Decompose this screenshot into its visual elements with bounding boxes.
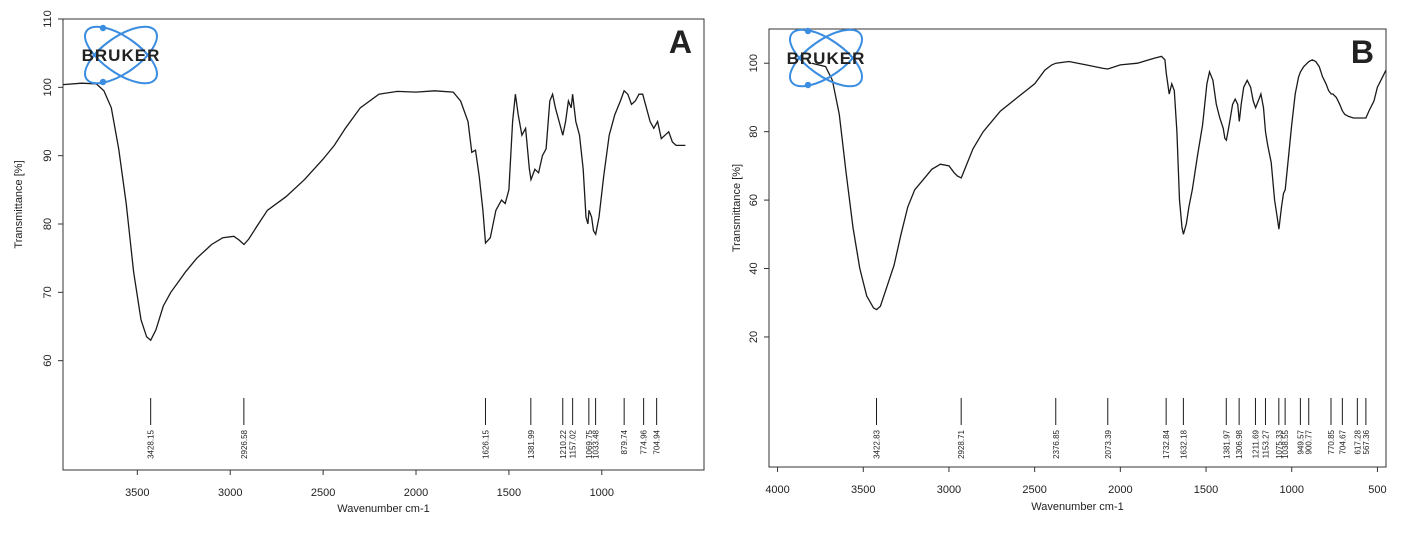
y-tick-label: 100	[42, 78, 54, 96]
peak-label: 617.28	[1353, 429, 1362, 454]
logo-text: BRUKER	[82, 46, 161, 65]
peak-label: 1153.27	[1261, 429, 1270, 458]
x-axis-title: Wavenumber cm-1	[337, 503, 430, 515]
peak-label: 2376.85	[1052, 429, 1061, 458]
y-tick-label: 80	[42, 218, 54, 230]
panel-label: A	[669, 24, 692, 60]
peak-label: 900.77	[1305, 429, 1314, 454]
y-axis-title: Transmittance [%]	[13, 160, 25, 248]
peak-label: 774.96	[640, 429, 649, 454]
peak-label: 2926.58	[240, 429, 249, 458]
peak-label: 949.57	[1296, 429, 1305, 454]
peak-label: 1381.99	[527, 429, 536, 458]
y-tick-label: 80	[748, 126, 760, 138]
logo-dot-2	[804, 81, 812, 89]
x-tick-label: 2000	[404, 487, 428, 499]
peak-label: 1632.18	[1179, 429, 1188, 458]
peak-label: 704.67	[1338, 429, 1347, 454]
x-tick-label: 1000	[590, 487, 614, 499]
logo-dot-1	[99, 24, 107, 32]
y-tick-label: 110	[42, 10, 54, 28]
peak-label: 3422.83	[872, 429, 881, 458]
peak-label: 1306.98	[1235, 429, 1244, 458]
spectrum-line	[63, 82, 686, 342]
chart-panel-a: 3500 3000 2500 2000 1500 1000 60 70 80 90 100 110 Wa…	[13, 10, 705, 515]
x-tick-label: 3500	[125, 487, 149, 499]
peak-label: 1157.02	[569, 429, 578, 458]
y-tick-label: 100	[748, 54, 760, 72]
x-tick-label: 2000	[1108, 484, 1132, 496]
spectrum-line	[811, 55, 1386, 311]
panel-label: B	[1351, 34, 1374, 70]
peak-label: 1381.97	[1222, 429, 1231, 458]
peak-label: 1626.15	[481, 429, 490, 458]
peak-label: 567.36	[1362, 429, 1371, 454]
bruker-logo: BRUKER	[82, 24, 161, 86]
logo-dot-2	[99, 78, 107, 86]
chart-panel-b: 4000 3500 3000 2500 2000 1500 1000 500 20 40 60 80 1…	[731, 27, 1387, 513]
peak-label: 1069.75	[585, 429, 594, 458]
peak-label: 1211.69	[1251, 429, 1260, 458]
peak-label: 1038.55	[1281, 429, 1290, 458]
y-tick-label: 40	[748, 262, 760, 274]
bruker-logo: BRUKER	[787, 27, 866, 89]
peak-label: 1075.33	[1275, 429, 1284, 458]
x-tick-label: 4000	[765, 484, 789, 496]
peak-label: 1033.48	[592, 429, 601, 458]
plot-frame	[768, 28, 1387, 468]
peak-label: 1210.22	[559, 429, 568, 458]
x-tick-label: 3500	[851, 484, 875, 496]
peak-label: 2928.71	[957, 429, 966, 458]
x-tick-label: 1000	[1279, 484, 1303, 496]
y-axis-title: Transmittance [%]	[731, 164, 743, 252]
x-tick-label: 500	[1368, 484, 1386, 496]
x-tick-label: 3000	[937, 484, 961, 496]
peak-label: 2073.39	[1104, 429, 1113, 458]
x-tick-label: 3000	[218, 487, 242, 499]
x-tick-label: 1500	[497, 487, 521, 499]
x-tick-label: 2500	[311, 487, 335, 499]
y-tick-label: 70	[42, 286, 54, 298]
peak-label: 879.74	[620, 429, 629, 454]
y-tick-label: 60	[748, 194, 760, 206]
logo-orbit-2	[789, 28, 863, 88]
logo-dot-1	[804, 27, 812, 35]
peak-label: 3428.15	[147, 429, 156, 458]
x-axis-title: Wavenumber cm-1	[1031, 501, 1124, 513]
plot-frame	[62, 18, 705, 471]
peak-label: 704.94	[653, 429, 662, 454]
peak-label: 770.85	[1327, 429, 1336, 454]
y-tick-label: 90	[42, 150, 54, 162]
logo-orbit-2	[84, 25, 158, 85]
y-tick-label: 60	[42, 355, 54, 367]
logo-orbit-1	[789, 28, 863, 88]
logo-orbit-1	[84, 25, 158, 85]
logo-text: BRUKER	[787, 49, 866, 68]
peak-label: 1732.84	[1162, 429, 1171, 458]
x-tick-label: 1500	[1194, 484, 1218, 496]
x-tick-label: 2500	[1022, 484, 1046, 496]
y-tick-label: 20	[748, 331, 760, 343]
